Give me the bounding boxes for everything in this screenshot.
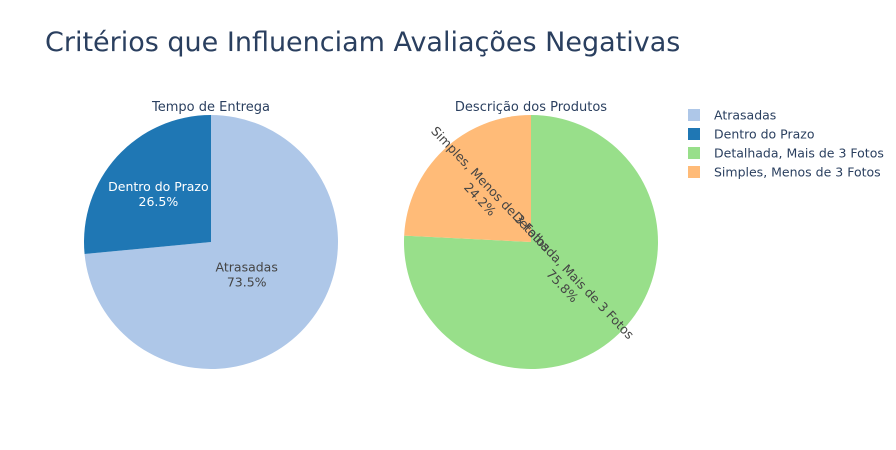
pie-slice-dentro-do-prazo[interactable] (83, 115, 211, 254)
legend-item-dentro-do-prazo[interactable]: Dentro do Prazo (688, 127, 815, 142)
pie-title-descricao-produtos: Descrição dos Produtos (455, 100, 607, 115)
legend-label: Detalhada, Mais de 3 Fotos (714, 146, 884, 161)
legend-label: Atrasadas (714, 108, 776, 123)
legend-item-simples-menos-de-3-fotos[interactable]: Simples, Menos de 3 Fotos (688, 165, 881, 180)
pie-title-tempo-entrega: Tempo de Entrega (151, 100, 270, 115)
pie-slice-simples-menos-de-3-fotos[interactable] (404, 115, 531, 242)
pie-tempo-entrega: Tempo de Entrega Atrasadas 73.5% Dentro do… (83, 100, 338, 369)
legend-swatch (688, 109, 700, 121)
legend-label: Simples, Menos de 3 Fotos (714, 165, 881, 180)
legend: Atrasadas Dentro do Prazo Detalhada, Mais … (688, 108, 884, 180)
legend-swatch (688, 147, 700, 159)
pie-descricao-produtos: Descrição dos Produtos Detalhada, Mais d… (403, 100, 658, 370)
pie-slice-detalhada-mais-de-3-fotos[interactable] (403, 115, 658, 370)
legend-swatch (688, 128, 700, 140)
legend-label: Dentro do Prazo (714, 127, 815, 142)
chart-title: Critérios que Influenciam Avaliações Neg… (45, 27, 680, 58)
legend-swatch (688, 166, 700, 178)
slice-label-dentro-do-prazo: Dentro do Prazo 26.5% (108, 179, 209, 209)
legend-item-detalhada-mais-de-3-fotos[interactable]: Detalhada, Mais de 3 Fotos (688, 146, 884, 161)
slice-label-atrasadas: Atrasadas 73.5% (216, 259, 278, 289)
pie-slice-atrasadas[interactable] (84, 115, 338, 369)
legend-item-atrasadas[interactable]: Atrasadas (688, 108, 776, 123)
